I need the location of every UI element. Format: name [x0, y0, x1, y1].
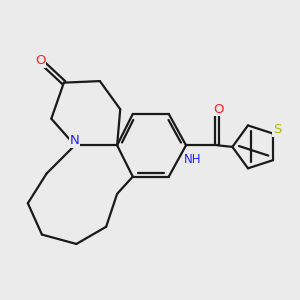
Text: O: O — [214, 103, 224, 116]
Text: S: S — [273, 123, 281, 136]
Text: O: O — [35, 54, 46, 67]
Text: N: N — [70, 134, 80, 147]
Text: NH: NH — [184, 153, 202, 166]
